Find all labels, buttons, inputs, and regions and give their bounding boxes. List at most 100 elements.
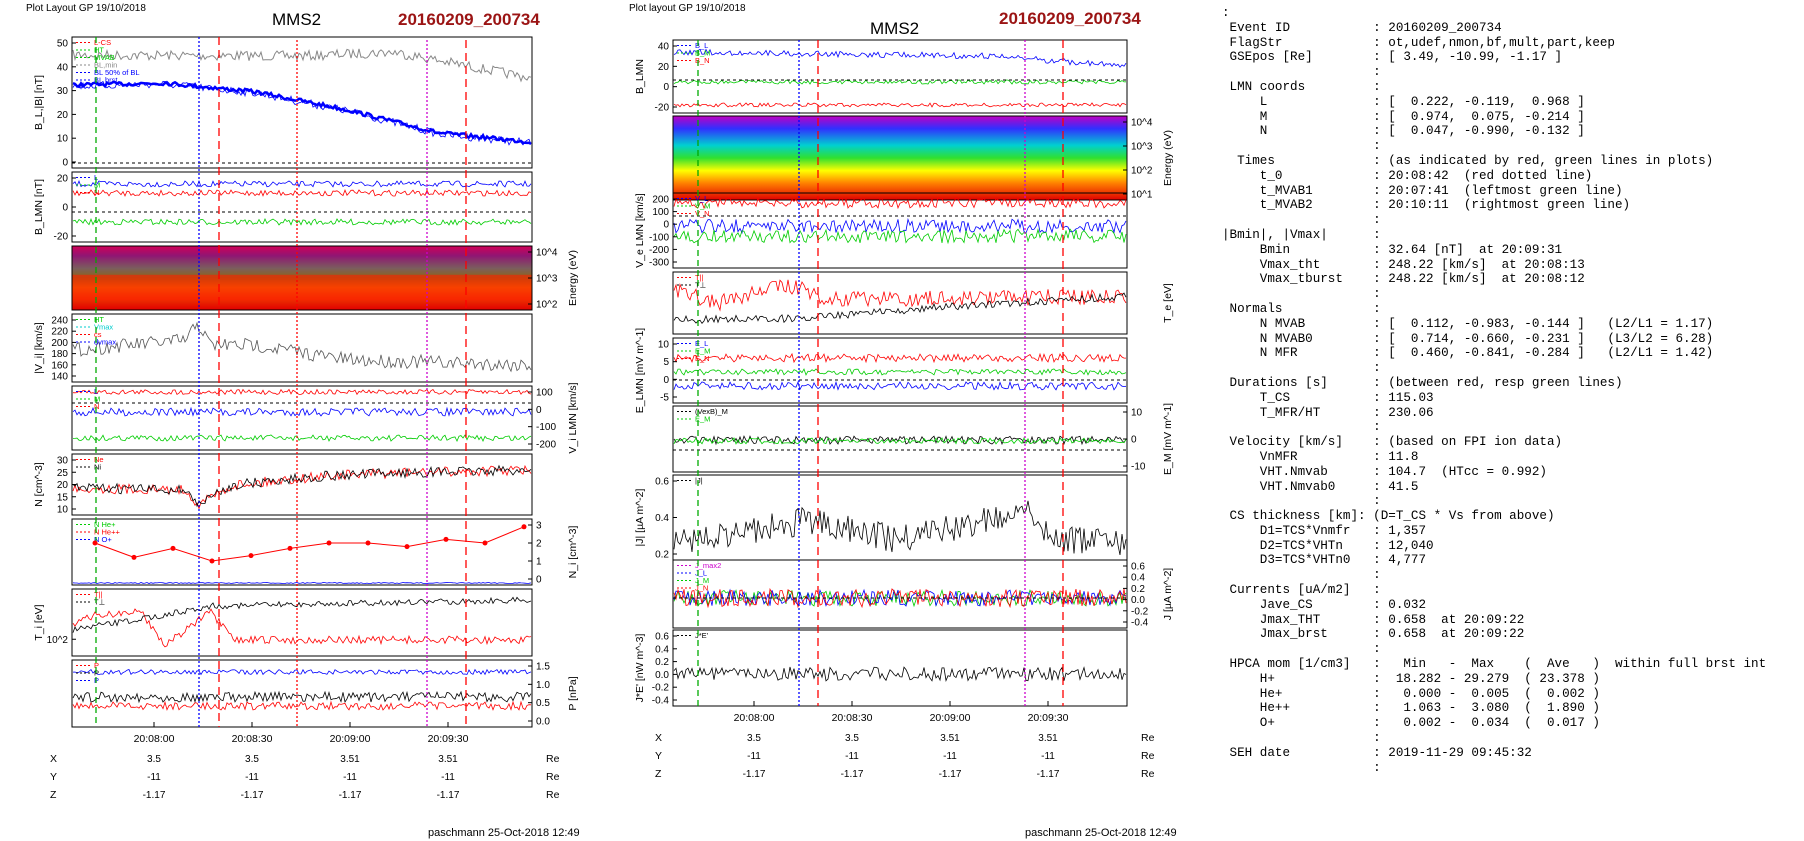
coord-value: -1.17 (339, 790, 362, 801)
x-tick-label: 20:09:30 (1028, 712, 1069, 724)
coord-value: 3.51 (438, 754, 458, 765)
right-panel-7: 0.6 0.4 0.2 |J| [µA m^-2] |J| (634, 474, 1128, 561)
left-series-line (72, 406, 532, 417)
info-line: Event ID : 20160209_200734 (1222, 20, 1502, 35)
y-axis-label: B_L,|B| [nT] (33, 75, 45, 130)
info-line: D2=TCS*VHTn : 12,040 (1222, 538, 1434, 553)
info-line: FlagStr : ot,udef,nmon,bf,mult,part,keep (1222, 35, 1615, 50)
y-tick-label: 0.6 (655, 632, 669, 643)
legend-entry: T|| (695, 273, 704, 282)
info-line: : (1222, 6, 1230, 20)
left-series-line (72, 48, 532, 83)
left-event-title: 20160209_200734 (398, 10, 540, 29)
coord-value: -1.17 (437, 790, 460, 801)
y-tick-label: 25 (57, 468, 69, 479)
y-tick-label: -100 (649, 232, 669, 243)
legend-entry: HT (94, 46, 104, 55)
right-series-line (673, 666, 1127, 682)
y-tick-label: 200 (652, 195, 669, 206)
y-tick-label: 10^4 (536, 248, 558, 259)
he-plus-plus-line (94, 526, 525, 562)
panel-frame (672, 39, 1128, 114)
info-line: He+ : 0.000 - 0.005 ( 0.002 ) (1222, 686, 1600, 701)
panel-frame (672, 629, 1128, 707)
left-series-line (72, 80, 532, 146)
legend-entry: N He+ (94, 520, 116, 529)
left-series-line (72, 388, 532, 396)
y-tick-label: 0.4 (655, 513, 669, 524)
y-tick-label: 10 (658, 340, 670, 351)
left-series-line (72, 434, 532, 442)
y-tick-label: 0.4 (1131, 573, 1145, 584)
right-panel-1: 40 20 0 -20 B_LMN B_LB_MB_N (634, 39, 1128, 114)
legend-entry: E_L (695, 339, 708, 348)
info-line: CS thickness [km]: (D=T_CS * Vs from abo… (1222, 509, 1555, 524)
coord-value: -11 (147, 772, 161, 783)
panel-frame (71, 659, 533, 728)
y-tick-label: 10^3 (536, 274, 558, 285)
y-tick-label: 10 (57, 505, 69, 516)
x-tick-label: 20:08:00 (734, 712, 775, 724)
x-tick-label: 20:08:30 (232, 733, 273, 745)
info-line: SEH date : 2019-11-29 09:45:32 (1222, 745, 1532, 760)
left-series-line (72, 596, 532, 633)
legend-entry: M (94, 181, 100, 190)
info-line: Bmin : 32.64 [nT] at 20:09:31 (1222, 242, 1563, 257)
coord-row-label: Z (50, 789, 57, 801)
left-series-line (72, 179, 532, 188)
info-line: Jave_CS : 0.032 (1222, 597, 1427, 612)
info-line: HPCA mom [1/cm3] : Min - Max ( Ave ) wit… (1222, 657, 1767, 672)
info-line: : (1222, 760, 1381, 775)
panel-frame (672, 115, 1128, 201)
y-axis-label: E_LMN [mV m^-1] (634, 328, 646, 414)
left-plot-header: Plot Layout GP 19/10/2018 (26, 3, 146, 14)
coord-unit: Re (1141, 768, 1155, 780)
coord-value: 3.5 (747, 733, 761, 744)
legend-entry: J_L (695, 569, 707, 578)
right-series-line (673, 368, 1127, 376)
coord-row-label: Y (50, 771, 57, 783)
y-tick-label: 10^3 (1131, 142, 1153, 153)
info-line: : (1222, 213, 1381, 228)
coord-value: -1.17 (841, 769, 864, 780)
spectrogram-band (72, 274, 532, 301)
info-line: Times : (as indicated by red, green line… (1222, 153, 1714, 168)
left-footer: paschmann 25-Oct-2018 12:49 (428, 827, 580, 839)
y-tick-label: 0 (62, 203, 68, 214)
y-axis-label: N [cm^-3] (33, 462, 45, 507)
panel-frame (672, 474, 1128, 561)
legend-entry: N (94, 402, 99, 411)
y-tick-label: 0 (663, 220, 669, 231)
y-tick-label: -5 (660, 393, 669, 404)
y-tick-label: -300 (649, 258, 669, 269)
info-line: N MFR : [ 0.460, -0.841, -0.284 ] (L2/L1… (1222, 346, 1714, 361)
info-line: t_0 : 20:08:42 (red dotted line) (1222, 168, 1593, 183)
right-series-line (673, 380, 1127, 391)
y-axis-label: V_i LMN [km/s] (567, 382, 579, 453)
right-series-line (673, 228, 1127, 245)
y-tick-label: -20 (655, 103, 670, 114)
left-panel-8: 10^2T_i [eV] T||T⊥ (33, 588, 533, 657)
info-line: T_MFR/HT : 230.06 (1222, 405, 1434, 420)
y-tick-label: -0.2 (652, 683, 670, 694)
right-series-line (673, 102, 1127, 108)
y-tick-label: -0.4 (652, 696, 670, 707)
x-tick-label: 20:08:00 (134, 733, 175, 745)
legend-entry: HT (94, 315, 104, 324)
y-tick-label: 30 (57, 456, 69, 467)
right-series-line (673, 196, 1127, 210)
y-tick-label: 0 (62, 158, 68, 169)
legend-entry: cs (94, 330, 102, 339)
y-tick-label: 180 (51, 349, 68, 360)
coord-value: -1.17 (143, 790, 166, 801)
legend-entry: T⊥ (695, 281, 707, 290)
left-series-line (72, 321, 532, 373)
y-tick-label: -10 (1131, 462, 1146, 473)
legend-entry: |J| (695, 476, 703, 485)
info-line: : (1222, 420, 1381, 435)
right-series-line (673, 279, 1127, 312)
info-line: : (1222, 731, 1381, 746)
